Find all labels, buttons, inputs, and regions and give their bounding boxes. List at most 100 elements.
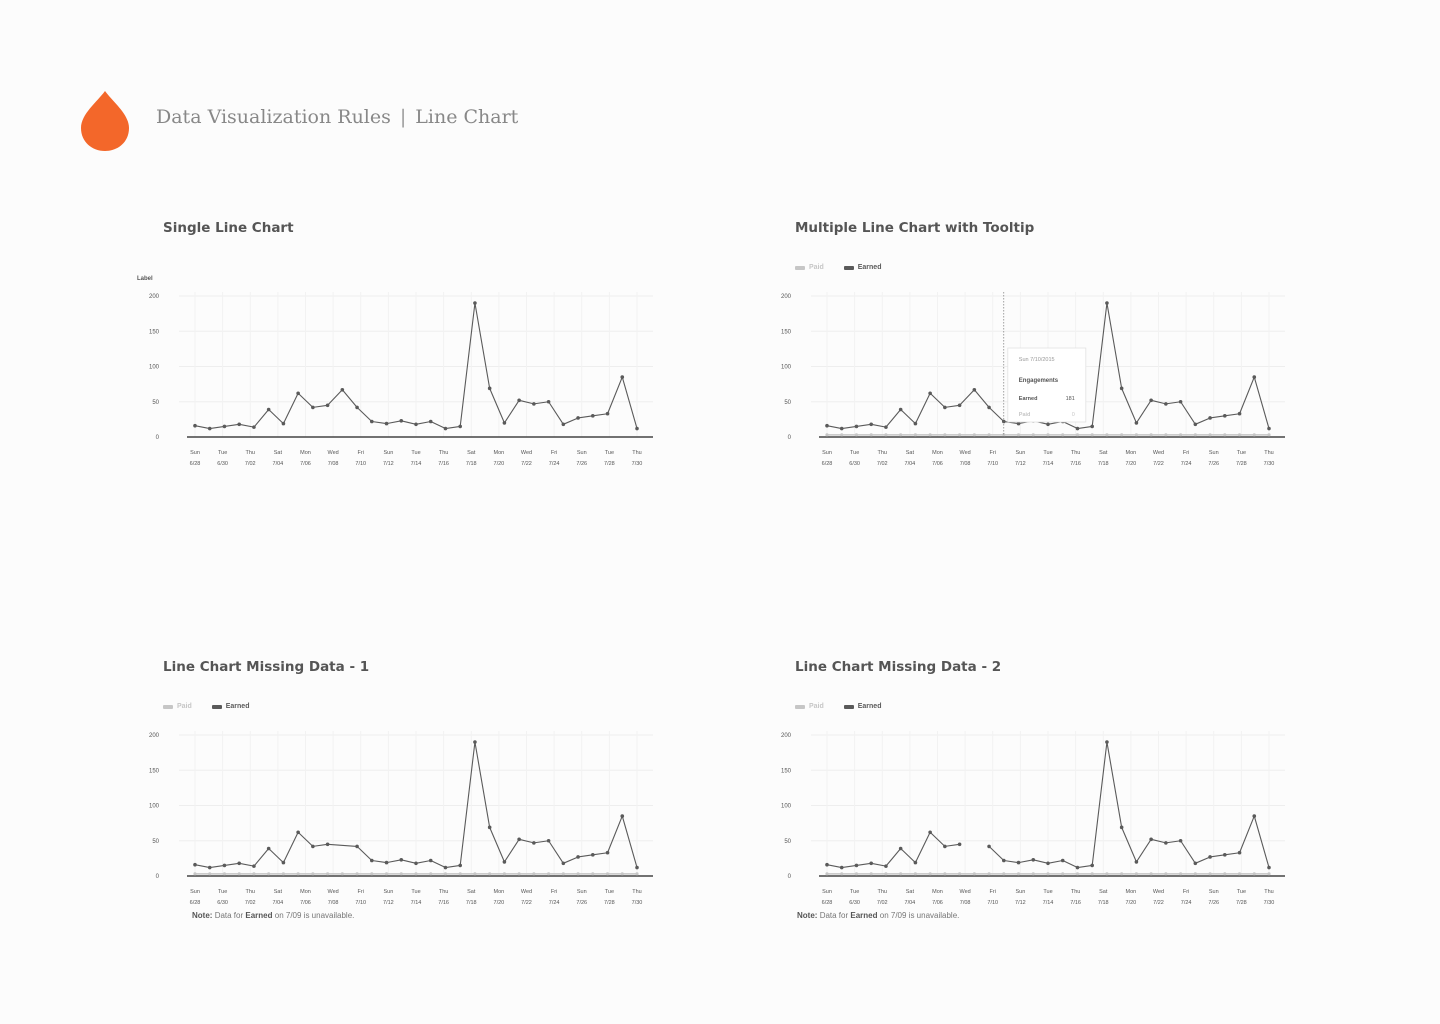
data-point-paid — [1061, 872, 1065, 876]
x-tick-day-label: Wed — [328, 889, 339, 895]
x-tick-day-label: Fri — [990, 450, 996, 456]
data-point-earned — [1016, 860, 1021, 865]
x-tick-date-label: 6/30 — [217, 900, 228, 906]
data-point-earned — [443, 426, 448, 431]
data-point-paid — [1016, 433, 1021, 437]
legend-item-earned[interactable]: Earned — [211, 703, 249, 710]
x-tick-day-label: Sun — [822, 889, 832, 895]
chart-legend: Paid Earned — [795, 264, 899, 272]
x-tick-day-label: Thu — [246, 450, 255, 456]
legend-item-earned[interactable]: Earned — [843, 264, 881, 271]
y-tick-label: 50 — [784, 400, 791, 406]
legend-item-paid[interactable]: Paid — [163, 703, 192, 710]
legend-swatch-earned — [211, 704, 222, 709]
y-tick-label: 0 — [788, 874, 792, 880]
legend-item-paid[interactable]: Paid — [795, 703, 824, 710]
x-tick-day-label: Tue — [411, 450, 420, 456]
chart-tooltip: Sun 7/10/2015 Engagements Earned 181 Paid 0 — [1003, 292, 1087, 437]
data-point-paid — [458, 872, 462, 876]
data-point-earned — [1119, 825, 1124, 830]
data-point-paid — [237, 872, 241, 876]
data-point-paid — [972, 433, 976, 437]
x-tick-date-label: 7/14 — [411, 461, 422, 467]
data-point-paid — [1223, 872, 1227, 876]
x-tick-day-label: Mon — [1126, 450, 1137, 456]
data-point-paid — [296, 872, 300, 876]
data-point-earned — [207, 426, 212, 431]
data-point-paid — [1252, 872, 1256, 876]
data-point-paid — [1075, 433, 1080, 437]
title-separator: | — [399, 106, 407, 128]
data-point-earned — [1178, 838, 1183, 843]
series-paid — [193, 872, 639, 876]
series-paid — [825, 433, 1271, 437]
data-point-earned — [1016, 421, 1021, 426]
data-point-paid — [1105, 872, 1109, 876]
data-point-earned — [1193, 861, 1198, 866]
x-tick-date-label: 7/22 — [1153, 461, 1164, 467]
tooltip-date: Sun 7/10/2015 — [1019, 357, 1055, 363]
x-tick-date-label: 6/30 — [849, 461, 860, 467]
data-point-earned — [620, 375, 625, 379]
y-tick-label: 100 — [781, 804, 792, 810]
data-point-earned — [311, 405, 315, 410]
data-point-earned — [1252, 375, 1257, 379]
data-point-paid — [928, 872, 932, 876]
data-point-earned — [987, 405, 991, 410]
data-point-earned — [825, 862, 829, 867]
data-point-earned — [546, 399, 551, 404]
y-tick-label: 200 — [149, 733, 160, 739]
chart-title: Line Chart Missing Data - 1 — [163, 659, 370, 675]
data-point-earned — [635, 426, 639, 431]
legend-item-earned[interactable]: Earned — [843, 703, 881, 710]
y-tick-label: 200 — [781, 294, 792, 300]
page-title: Data Visualization Rules | Line Chart — [156, 106, 518, 128]
x-tick-date-label: 7/02 — [877, 461, 888, 467]
x-tick-date-label: 6/30 — [849, 900, 860, 906]
y-tick-label: 100 — [781, 365, 792, 371]
missing-data-1-chart-panel: Line Chart Missing Data - 1 Paid Earned … — [149, 659, 723, 979]
data-point-earned — [898, 407, 903, 412]
x-tick-day-label: Fri — [358, 889, 364, 895]
data-point-earned — [532, 402, 536, 406]
data-point-paid — [1208, 872, 1212, 876]
legend-item-paid[interactable]: Paid — [795, 264, 824, 271]
series-line — [988, 741, 1270, 869]
x-tick-date-label: 7/28 — [604, 461, 615, 467]
x-tick-day-label: Wed — [1153, 450, 1164, 456]
data-point-paid — [281, 872, 285, 876]
x-tick-day-label: Mon — [300, 889, 311, 895]
legend-swatch-earned — [843, 265, 854, 270]
y-tick-label: 50 — [152, 839, 159, 845]
data-point-paid — [884, 433, 888, 437]
x-tick-day-label: Sat — [467, 450, 476, 456]
note-bold: Earned — [850, 911, 878, 920]
x-tick-day-label: Fri — [358, 450, 364, 456]
x-tick-date-label: 7/12 — [383, 900, 394, 906]
x-tick-date-label: 7/30 — [1264, 900, 1275, 906]
data-point-earned — [1134, 421, 1139, 425]
data-point-paid — [340, 872, 344, 876]
data-point-paid — [591, 872, 595, 876]
x-tick-date-label: 7/14 — [1043, 461, 1054, 467]
x-tick-day-label: Thu — [1264, 889, 1273, 895]
y-tick-label: 200 — [781, 733, 792, 739]
x-tick-date-label: 7/28 — [1236, 461, 1247, 467]
data-point-paid — [605, 872, 610, 876]
data-point-paid — [267, 872, 271, 876]
data-point-earned — [384, 421, 389, 426]
data-point-earned — [266, 407, 271, 412]
series-earned — [193, 301, 639, 431]
data-point-paid — [1105, 433, 1109, 437]
data-point-earned — [296, 391, 300, 396]
note-prefix: Note: — [797, 911, 818, 920]
x-tick-day-label: Tue — [218, 450, 227, 456]
data-point-earned — [987, 844, 991, 849]
x-tick-date-label: 7/08 — [328, 900, 339, 906]
data-point-earned — [487, 386, 492, 391]
chart-title: Multiple Line Chart with Tooltip — [795, 220, 1035, 236]
note-prefix: Note: — [192, 911, 213, 920]
tooltip-paid-label: Paid — [1019, 412, 1031, 418]
data-point-earned — [399, 857, 404, 862]
x-tick-date-label: 7/26 — [576, 900, 587, 906]
